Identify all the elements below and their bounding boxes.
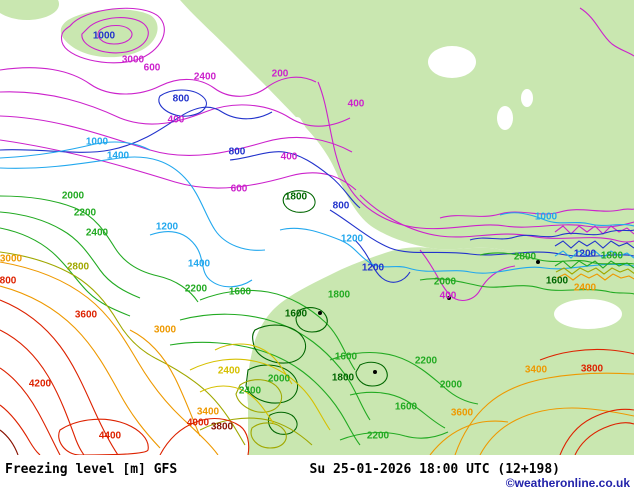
- contour-lines-orange: [0, 261, 634, 455]
- contour-lines-magenta: [0, 7, 634, 301]
- map-canvas: 1000 3000 600 2400 200 800 400 400 1000 1400 800 40…: [0, 0, 634, 455]
- copyright-link[interactable]: ©weatheronline.co.uk: [505, 476, 630, 490]
- map-title: Freezing level [m] GFS: [5, 462, 178, 477]
- station-dots: [318, 260, 540, 374]
- sea-baltic: [291, 116, 356, 243]
- sea-black-sea: [554, 299, 622, 329]
- land-masses: [0, 0, 634, 455]
- contour-lines-olive: [0, 251, 634, 449]
- land-top-left-corner: [0, 0, 60, 21]
- footer-bar: Freezing level [m] GFS Su 25-01-2026 18:…: [0, 455, 634, 490]
- station-dot: [536, 260, 540, 264]
- station-dot: [318, 311, 322, 315]
- lake-ladoga: [497, 106, 513, 130]
- contour-lines-blue: [0, 89, 634, 283]
- land-iceland: [60, 9, 158, 58]
- sea-white-sea: [428, 46, 476, 78]
- station-dot: [373, 370, 377, 374]
- land-continental-europe: [247, 247, 634, 455]
- contour-lines-dark-red: [0, 429, 19, 455]
- land-scandinavia-russia: [168, 0, 634, 255]
- contour-lines-cyan: [0, 141, 634, 288]
- lake-onega: [521, 89, 533, 107]
- map-svg: [0, 0, 634, 455]
- contour-lines-red: [0, 299, 634, 455]
- station-dot: [447, 296, 451, 300]
- timestamp: Su 25-01-2026 18:00 UTC (12+198): [309, 462, 560, 477]
- contour-lines-yellow: [189, 343, 331, 431]
